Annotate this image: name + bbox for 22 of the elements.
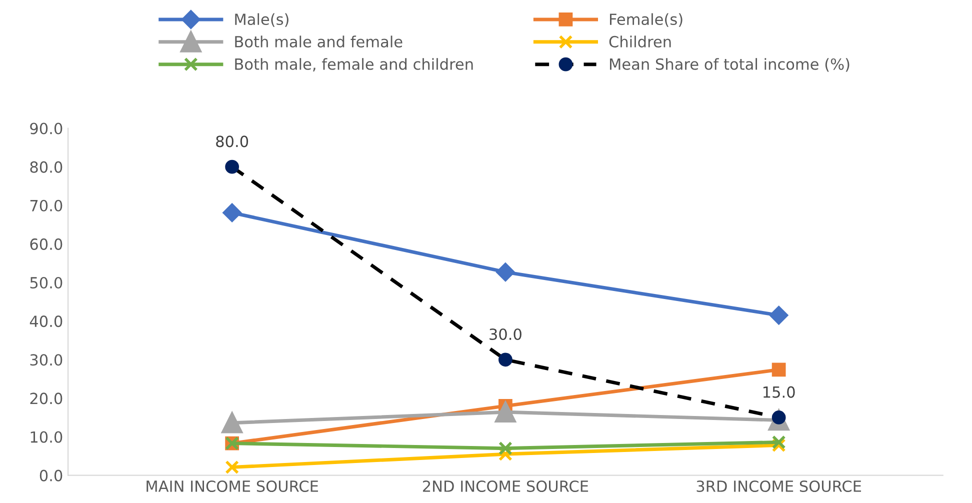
legend-label: Mean Share of total income (%) bbox=[610, 58, 850, 72]
x-tick-label: 2ND INCOME SOURCE bbox=[422, 480, 588, 492]
data-label: 30.0 bbox=[490, 328, 522, 340]
legend-label: Female(s) bbox=[610, 13, 682, 27]
x-tick-label: 3RD INCOME SOURCE bbox=[696, 480, 862, 492]
y-tick-label: 0.0 bbox=[40, 470, 62, 482]
legend-label: Both male and female bbox=[235, 36, 402, 48]
y-tick-label: 80.0 bbox=[30, 161, 62, 173]
x-tick-label: MAIN INCOME SOURCE bbox=[146, 480, 318, 492]
legend-label: Both male, female and children bbox=[235, 58, 473, 72]
y-tick-label: 50.0 bbox=[30, 276, 62, 289]
y-tick-label: 10.0 bbox=[30, 431, 62, 443]
y-tick-label: 30.0 bbox=[30, 354, 62, 366]
y-tick-label: 70.0 bbox=[30, 200, 62, 212]
legend-label: Male(s) bbox=[235, 13, 288, 27]
y-tick-label: 90.0 bbox=[30, 122, 62, 134]
y-tick-label: 20.0 bbox=[30, 392, 62, 404]
data-label: 15.0 bbox=[763, 386, 795, 398]
y-tick-label: 40.0 bbox=[30, 316, 62, 328]
legend-label: Children bbox=[609, 36, 671, 48]
y-tick-label: 60.0 bbox=[30, 238, 62, 250]
data-label: 80.0 bbox=[216, 136, 248, 148]
